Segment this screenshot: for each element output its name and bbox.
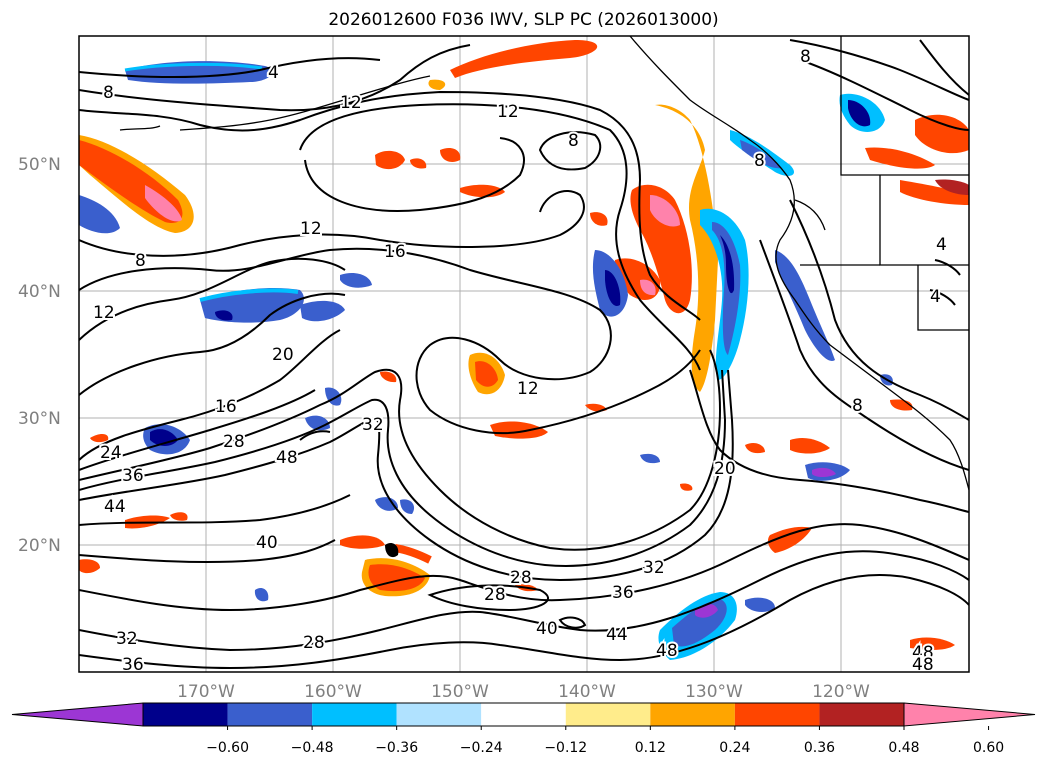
contour-label: 28 [510,568,532,588]
colorbar-tick-label: −0.48 [291,740,334,756]
contour-label: 32 [643,558,665,578]
contour-label: 28 [303,633,325,653]
lat-label: 30°N [18,409,61,429]
contour-label: 48 [912,655,934,675]
map-frame [78,35,970,673]
contour-label: 12 [497,102,519,122]
contour-label: 12 [517,379,539,399]
contour-label: 36 [612,583,634,603]
contour-label: 40 [536,619,558,639]
contour-label: 44 [606,625,628,645]
colorbar-segment [312,703,397,726]
lat-label: 20°N [18,536,61,556]
colorbar-tick-label: 0.36 [804,740,835,756]
contour-label: 20 [714,459,736,479]
iwv-shading [79,40,969,660]
colorbar-tick-label: −0.60 [206,740,249,756]
contour-label: 20 [272,345,294,365]
contour-label: 8 [754,151,765,171]
contour-label: 16 [384,242,406,262]
colorbar-tick-label: −0.36 [375,740,418,756]
contour-label: 8 [135,251,146,271]
contour-label: 4 [268,63,279,83]
contour-labels: 4 8 12 12 8 8 12 16 8 12 20 16 24 28 32 … [91,45,949,677]
lon-label: 120°W [812,682,870,702]
colorbar-segment [227,703,313,726]
contour-label: 48 [912,643,934,663]
lon-label: 140°W [558,682,616,702]
colorbar-extend-high [903,702,1036,727]
lon-label: 150°W [431,682,489,702]
contour-label: 40 [256,533,278,553]
contour-label: 28 [484,585,506,605]
longitude-labels: 170°W 160°W 150°W 140°W 130°W 120°W [177,682,870,702]
colorbar-segment [650,703,735,726]
map-title: 2026012600 F036 IWV, SLP PC (2026013000) [328,10,719,30]
contour-label: 12 [93,303,115,323]
contour-label: 12 [300,219,322,239]
contour-label: 8 [800,47,811,67]
contour-label: 48 [276,448,298,468]
colorbar-segment [734,703,820,726]
colorbar-tick-label: 0.12 [635,740,666,756]
colorbar-tick-label: −0.24 [460,740,503,756]
contour-label: 48 [656,641,678,661]
contour-label: 16 [215,397,237,417]
colorbar-segment [481,703,566,726]
contour-label: 8 [568,131,579,151]
contour-label: 28 [223,432,245,452]
colorbar: −0.60 −0.48 −0.36 −0.24 −0.12 0.12 0.24 0.36 0.4… [11,702,1036,756]
contour-label: 36 [122,466,144,486]
colorbar-segment [565,703,651,726]
coastlines [119,36,969,491]
lat-label: 50°N [18,155,61,175]
colorbar-segment [143,703,228,726]
lon-label: 130°W [685,682,743,702]
contour-label: 32 [362,415,384,435]
contour-label: 12 [340,93,362,113]
contour-label: 36 [122,655,144,675]
slp-contours [79,39,969,670]
colorbar-outline [142,702,905,727]
colorbar-segment [819,703,904,726]
colorbar-tick-label: −0.12 [544,740,587,756]
contour-label: 4 [936,235,947,255]
colorbar-extend-low [11,702,144,727]
latitude-labels: 50°N 40°N 30°N 20°N [18,155,61,556]
colorbar-tick-label: 0.24 [719,740,750,756]
lat-label: 40°N [18,282,61,302]
colorbar-segment [396,703,482,726]
contour-label: 24 [100,443,122,463]
map-content [79,36,969,672]
contour-label: 44 [104,497,126,517]
contour-label: 8 [103,83,114,103]
contour-label: 32 [116,629,138,649]
contour-label: 4 [930,287,941,307]
lon-label: 160°W [304,682,362,702]
lon-label: 170°W [177,682,235,702]
colorbar-tick-label: 0.48 [888,740,919,756]
map-background [79,36,969,672]
colorbar-tick-label: 0.60 [973,740,1004,756]
contour-label: 8 [852,396,863,416]
